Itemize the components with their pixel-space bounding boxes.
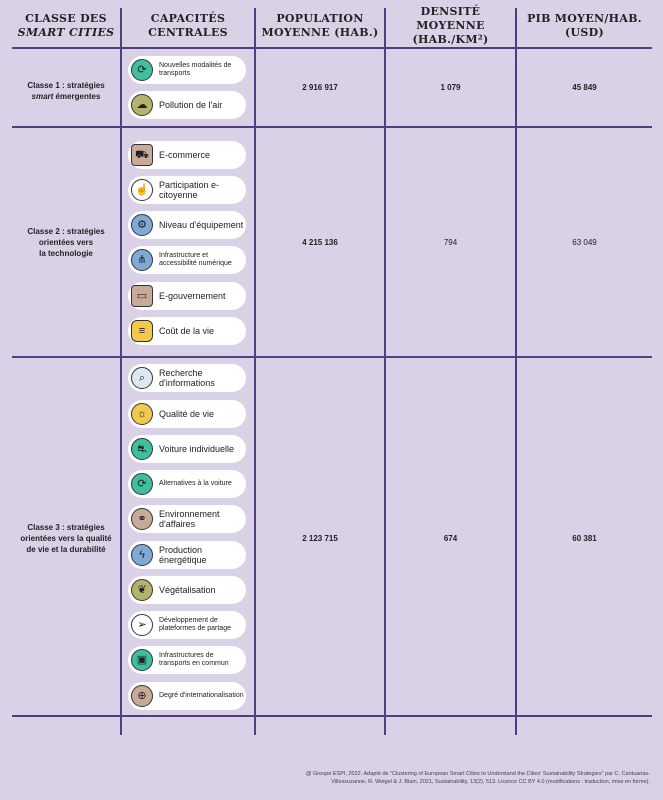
capability-pill-equipment-level: ⚙ Niveau d'équipement bbox=[128, 211, 246, 239]
paper-plane-icon: ➢ bbox=[131, 614, 153, 636]
capability-pill-e-government: ▭ E-gouvernement bbox=[128, 282, 246, 310]
column-divider-1 bbox=[120, 8, 122, 735]
handshake-icon: ⚭ bbox=[131, 508, 153, 530]
capability-pill-energy-production: ϟ Production énergétique bbox=[128, 541, 246, 569]
hand-tap-icon: ☝ bbox=[131, 179, 153, 201]
capability-pill-digital-infrastructure: ⋔ Infrastructure et accessibilité numéri… bbox=[128, 246, 246, 274]
header-rule bbox=[12, 47, 652, 49]
class-3-label: Classe 3 : stratégies orientées vers la … bbox=[20, 523, 112, 554]
row-rule-3 bbox=[12, 715, 652, 717]
column-divider-4 bbox=[515, 8, 517, 735]
capability-pill-quality-of-life: ☼ Qualité de vie bbox=[128, 400, 246, 428]
capability-pill-individual-car: ⛐ Voiture individuelle bbox=[128, 435, 246, 463]
class-2-gdp: 63 049 bbox=[572, 238, 597, 247]
row-rule-1 bbox=[12, 126, 652, 128]
lightning-icon: ϟ bbox=[131, 544, 153, 566]
header-capabilities: CAPACITÉS CENTRALES bbox=[148, 12, 228, 39]
capability-pill-e-participation: ☝ Participation e-citoyenne bbox=[128, 176, 246, 204]
class-1-gdp: 45 849 bbox=[572, 83, 597, 92]
row-rule-2 bbox=[12, 356, 652, 358]
capability-pill-new-transport: ⟳ Nouvelles modalités de transports bbox=[128, 56, 246, 84]
magnifier-icon: ⌕ bbox=[131, 367, 153, 389]
header-class: CLASSE DES SMART CITIES bbox=[17, 12, 115, 39]
header-gdp: PIB MOYEN/HAB. (USD) bbox=[527, 12, 642, 39]
column-divider-2 bbox=[254, 8, 256, 735]
class-1-label: Classe 1 : stratégies smart émergentes bbox=[27, 81, 105, 101]
class-2-density: 794 bbox=[443, 238, 458, 247]
network-icon: ⋔ bbox=[131, 249, 153, 271]
column-divider-3 bbox=[384, 8, 386, 735]
car-icon: ⛐ bbox=[131, 438, 153, 460]
class-3-population: 2 123 715 bbox=[302, 534, 338, 543]
class-3-density: 674 bbox=[443, 534, 458, 543]
capability-pill-business-environment: ⚭ Environnement d'affaires bbox=[128, 505, 246, 533]
class-3-gdp: 60 381 bbox=[572, 534, 597, 543]
capability-pill-sharing-platforms: ➢ Développement de plateformes de partag… bbox=[128, 611, 246, 639]
computer-icon: ▭ bbox=[131, 285, 153, 307]
capability-pill-public-transport: ▣ Infrastructures de transports en commu… bbox=[128, 646, 246, 674]
source-credit: @ Groupe ESPI, 2022. Adapté de "Clusteri… bbox=[305, 771, 650, 785]
capability-pill-cost-of-living: ≡ Coût de la vie bbox=[128, 317, 246, 345]
coins-icon: ≡ bbox=[131, 320, 153, 342]
capability-pill-air-pollution: ☁ Pollution de l'air bbox=[128, 91, 246, 119]
capability-pill-ecommerce: ⛟ E-commerce bbox=[128, 141, 246, 169]
capability-pill-internationalisation: ⊕ Degré d'internationalisation bbox=[128, 682, 246, 710]
class-2-label: Classe 2 : stratégies orientées vers la … bbox=[27, 227, 105, 258]
cloud-icon: ☁ bbox=[131, 94, 153, 116]
header-density: DENSITÉ MOYENNE (HAB./KM²) bbox=[412, 5, 489, 46]
transport-cycle-icon: ⟳ bbox=[131, 59, 153, 81]
class-1-population: 2 916 917 bbox=[302, 83, 338, 92]
sun-smile-icon: ☼ bbox=[131, 403, 153, 425]
header-population: POPULATION MOYENNE (HAB.) bbox=[261, 12, 379, 39]
equipment-icon: ⚙ bbox=[131, 214, 153, 236]
leaf-icon: ❦ bbox=[131, 579, 153, 601]
class-1-density: 1 079 bbox=[440, 83, 461, 92]
capability-pill-information-search: ⌕ Recherche d'informations bbox=[128, 364, 246, 392]
globe-icon: ⊕ bbox=[131, 685, 153, 707]
tram-icon: ▣ bbox=[131, 649, 153, 671]
transport-cycle-icon: ⟳ bbox=[131, 473, 153, 495]
capability-pill-car-alternatives: ⟳ Alternatives à la voiture bbox=[128, 470, 246, 498]
shopping-cart-icon: ⛟ bbox=[131, 144, 153, 166]
class-2-population: 4 215 136 bbox=[302, 238, 338, 247]
capability-pill-greening: ❦ Végétalisation bbox=[128, 576, 246, 604]
